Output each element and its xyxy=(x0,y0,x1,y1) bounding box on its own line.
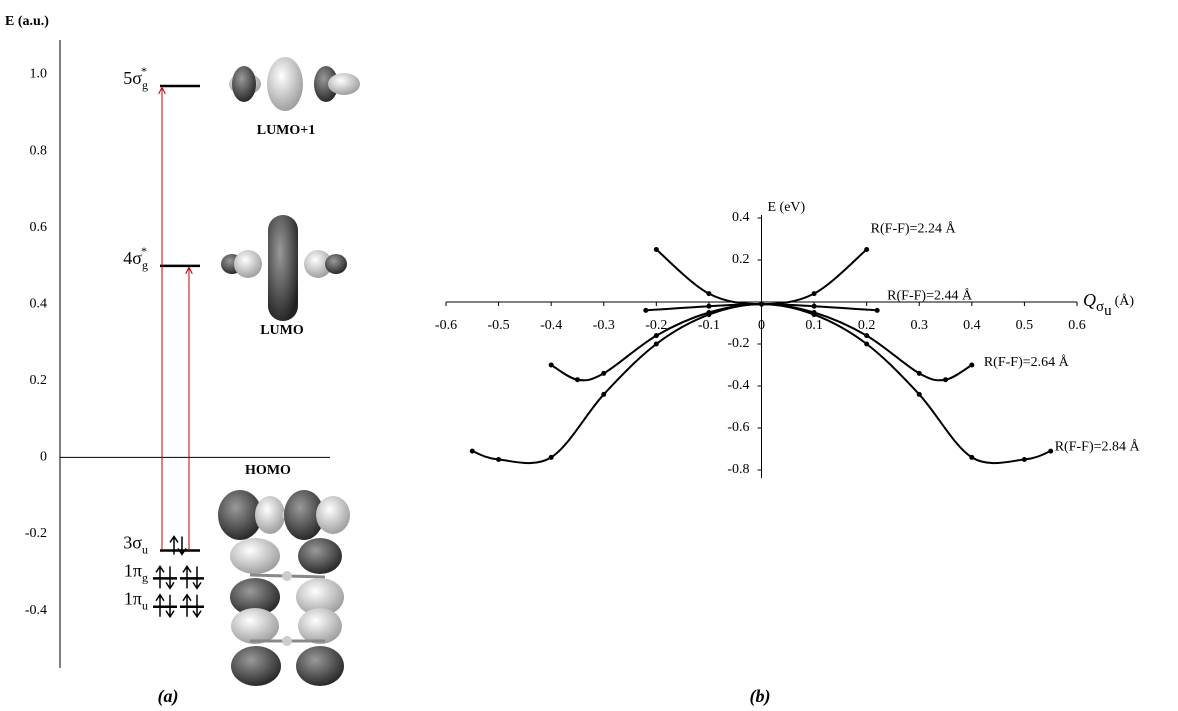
panel-label: (b) xyxy=(750,686,771,707)
y-tick-label: 0.2 xyxy=(30,373,48,388)
series-label: R(F-F)=2.64 Å xyxy=(984,354,1070,370)
data-point xyxy=(812,312,817,317)
data-point xyxy=(1022,457,1027,462)
figure: E (a.u.)-0.4-0.200.20.40.60.81.05σg*4σg*… xyxy=(0,0,1178,711)
data-point xyxy=(812,291,817,296)
level-sub: g xyxy=(142,570,148,584)
x-tick-label: 0.2 xyxy=(858,318,876,333)
data-point xyxy=(812,304,817,309)
y-tick-label: -0.4 xyxy=(25,603,47,618)
y-tick-label: 0.2 xyxy=(732,252,750,267)
y-tick-label: 0.4 xyxy=(30,296,48,311)
y-tick-label: 0 xyxy=(40,450,47,465)
x-tick-label: -0.6 xyxy=(435,318,457,333)
x-axis-symbol: Q xyxy=(1083,290,1096,310)
data-point xyxy=(706,304,711,309)
y-tick-label: 0.8 xyxy=(30,143,48,158)
level-name: 5σ xyxy=(123,68,142,88)
data-point xyxy=(654,342,659,347)
y-tick-label: -0.4 xyxy=(727,378,749,393)
data-point xyxy=(549,363,554,368)
y-axis-title: E (eV) xyxy=(768,200,806,215)
data-point xyxy=(759,302,764,307)
level-sub: g xyxy=(142,258,148,272)
x-tick-label: 0.1 xyxy=(805,318,823,333)
x-axis-sub: σ xyxy=(1096,299,1104,315)
x-tick-label: -0.5 xyxy=(487,318,509,333)
data-point xyxy=(654,333,659,338)
electron-spin xyxy=(178,536,186,554)
data-point xyxy=(969,455,974,460)
data-point xyxy=(864,333,869,338)
level-label: 3σu xyxy=(123,533,148,557)
x-axis-subsub: u xyxy=(1104,303,1112,319)
orbital-label: LUMO xyxy=(260,323,304,338)
data-point xyxy=(575,377,580,382)
data-point xyxy=(864,342,869,347)
x-tick-label: -0.4 xyxy=(540,318,562,333)
y-tick-label: -0.2 xyxy=(25,526,47,541)
data-point xyxy=(917,371,922,376)
level-name: 3σ xyxy=(123,533,142,553)
orbital-label: LUMO+1 xyxy=(257,123,316,138)
y-tick-label: -0.8 xyxy=(727,462,749,477)
data-point xyxy=(496,457,501,462)
y-tick-label: 1.0 xyxy=(30,67,48,82)
level-sub: u xyxy=(142,598,148,612)
data-point xyxy=(943,377,948,382)
level-label: 5σg* xyxy=(123,64,148,92)
x-tick-label: 0.3 xyxy=(911,318,929,333)
level-label: 4σg* xyxy=(123,244,148,272)
data-point xyxy=(864,247,869,252)
data-point xyxy=(875,308,880,313)
y-axis-title: E (a.u.) xyxy=(5,14,49,29)
data-point xyxy=(917,392,922,397)
series-label: R(F-F)=2.84 Å xyxy=(1055,438,1141,454)
data-point xyxy=(969,363,974,368)
level-sup: * xyxy=(141,64,147,78)
x-axis-unit: (Å) xyxy=(1115,293,1135,309)
x-axis-title: Qσu(Å) xyxy=(1083,290,1134,319)
data-point xyxy=(470,449,475,454)
x-tick-label: 0.5 xyxy=(1016,318,1034,333)
data-point xyxy=(601,392,606,397)
orbital-label: HOMO xyxy=(245,463,291,478)
level-name: 1π xyxy=(124,589,142,609)
data-point xyxy=(706,312,711,317)
series-label: R(F-F)=2.24 Å xyxy=(871,221,957,237)
y-tick-label: 0.6 xyxy=(30,220,48,235)
data-point xyxy=(654,247,659,252)
level-name: 1π xyxy=(124,561,142,581)
x-tick-label: -0.3 xyxy=(593,318,615,333)
level-name: 4σ xyxy=(123,248,142,268)
data-point xyxy=(1048,449,1053,454)
level-sup: * xyxy=(141,244,147,258)
panel-label: (a) xyxy=(158,686,179,707)
x-tick-label: -0.1 xyxy=(698,318,720,333)
level-label: 1πu xyxy=(124,589,148,613)
y-tick-label: -0.6 xyxy=(727,420,749,435)
data-point xyxy=(643,308,648,313)
y-tick-label: -0.2 xyxy=(727,336,749,351)
y-tick-label: 0.4 xyxy=(732,210,750,225)
electron-spin xyxy=(170,536,178,554)
x-tick-label: 0.6 xyxy=(1068,318,1086,333)
level-sub: u xyxy=(142,542,148,556)
data-point xyxy=(549,455,554,460)
x-tick-label: 0 xyxy=(758,318,765,333)
data-point xyxy=(706,291,711,296)
x-tick-label: 0.4 xyxy=(963,318,981,333)
data-point xyxy=(601,371,606,376)
level-label: 1πg xyxy=(124,561,148,585)
level-sub: g xyxy=(142,78,148,92)
orbital-images xyxy=(218,57,360,686)
series-label: R(F-F)=2.44 Å xyxy=(887,288,973,304)
